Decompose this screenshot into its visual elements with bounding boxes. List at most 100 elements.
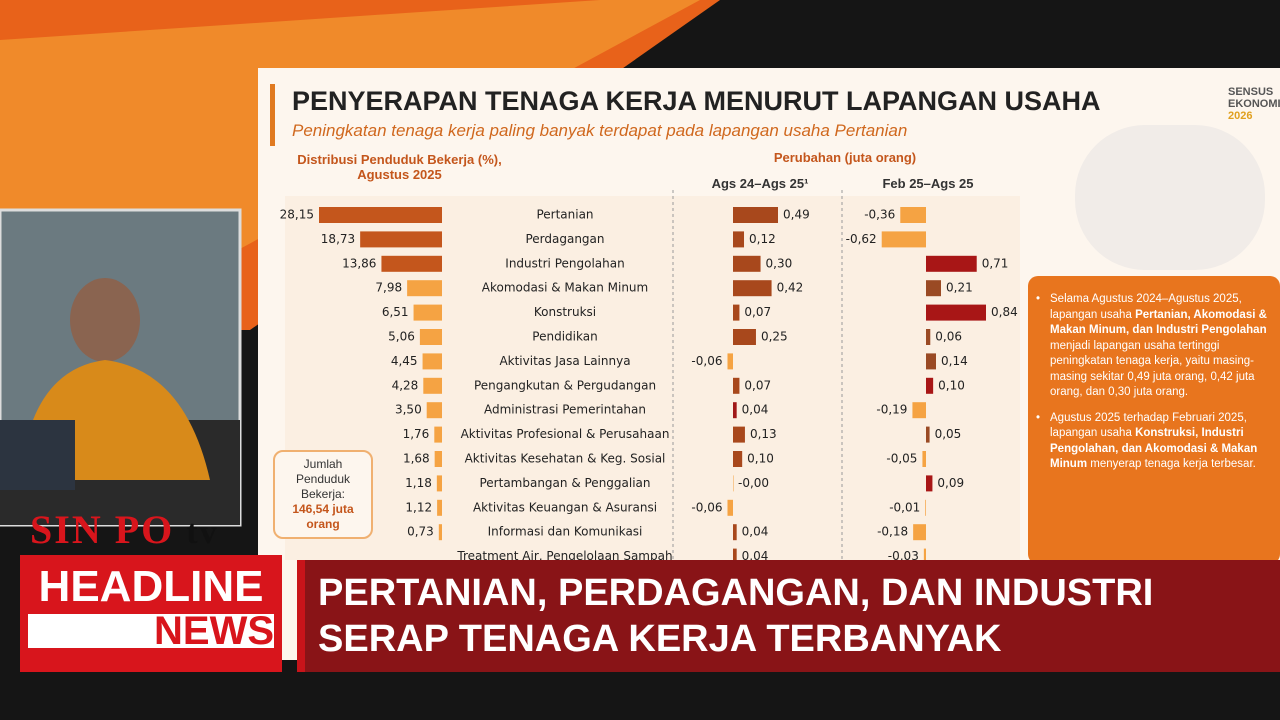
bar xyxy=(733,255,761,272)
category-label: Informasi dan Komunikasi xyxy=(488,525,643,539)
bar xyxy=(727,499,733,516)
value-label: 6,51 xyxy=(382,305,409,319)
value-label: 1,68 xyxy=(403,452,430,466)
total-box: Jumlah Penduduk Bekerja: 146,54 juta orang xyxy=(273,450,373,539)
value-label: -0,18 xyxy=(877,525,908,539)
value-label: -0,06 xyxy=(691,500,722,514)
bar xyxy=(733,426,745,443)
value-label: 13,86 xyxy=(342,256,376,270)
bar xyxy=(926,377,934,394)
value-label: -0,05 xyxy=(886,452,917,466)
value-label: -0,36 xyxy=(864,208,895,222)
bar xyxy=(923,548,926,565)
bar xyxy=(733,231,745,248)
value-label: 0,10 xyxy=(938,378,965,392)
bar xyxy=(913,524,926,541)
value-label: 0,21 xyxy=(946,281,973,295)
value-label: 7,98 xyxy=(375,281,402,295)
bar xyxy=(413,304,442,321)
bar xyxy=(407,280,442,297)
bar xyxy=(926,280,941,297)
value-label: 0,06 xyxy=(935,330,962,344)
category-label: Administrasi Pemerintahan xyxy=(484,403,646,417)
headline-bar xyxy=(297,560,1280,672)
value-label: -0,01 xyxy=(889,500,920,514)
value-label: 0,30 xyxy=(766,256,793,270)
value-label: 0,42 xyxy=(777,281,804,295)
total-line: Bekerja: xyxy=(300,487,346,501)
category-label: Treatment Air, Pengelolaan Sampah xyxy=(456,549,672,563)
total-line: Penduduk xyxy=(295,472,351,486)
value-label: 0,71 xyxy=(982,256,1009,270)
value-label: 0,07 xyxy=(744,378,771,392)
bar xyxy=(881,231,926,248)
value-label: 0,12 xyxy=(749,232,776,246)
total-line: 146,54 juta xyxy=(292,502,354,516)
slide-subtitle: Peningkatan tenaga kerja paling banyak t… xyxy=(292,121,908,140)
channel-name: SIN PO xyxy=(30,507,175,552)
chart-title: Feb 25–Ags 25 xyxy=(882,176,974,191)
category-label: Pertanian xyxy=(536,208,593,222)
bar xyxy=(733,280,772,297)
value-label: 4,45 xyxy=(391,354,418,368)
category-label: Akomodasi & Makan Minum xyxy=(482,281,648,295)
value-label: 0,05 xyxy=(935,427,962,441)
value-label: 0,73 xyxy=(407,525,434,539)
bar xyxy=(434,451,442,467)
bar xyxy=(733,524,737,541)
bullet: • Agustus 2025 terhadap Februari 2025, la… xyxy=(1036,411,1274,473)
logo-text: SENSUS xyxy=(1228,86,1274,98)
bar xyxy=(926,255,977,272)
bar xyxy=(436,475,442,492)
bar xyxy=(419,329,442,345)
category-label: Pendidikan xyxy=(532,330,597,344)
bar xyxy=(423,377,442,394)
channel-suffix: tv xyxy=(186,514,219,551)
bullet-text: Selama Agustus 2024–Agustus 2025, lapang… xyxy=(1050,293,1242,321)
value-label: 1,76 xyxy=(403,427,430,441)
bar xyxy=(426,402,442,419)
bar xyxy=(922,451,926,467)
value-label: 28,15 xyxy=(280,208,314,222)
head xyxy=(70,278,140,362)
bullet-dot: • xyxy=(1036,411,1041,424)
bar xyxy=(437,499,442,516)
value-label: 0,13 xyxy=(750,427,777,441)
bullet: • Selama Agustus 2024–Agustus 2025, lapan… xyxy=(1036,292,1274,401)
headline: PERTANIAN, PERDAGANGAN, DAN INDUSTRI SERA… xyxy=(318,570,1153,662)
info-panel xyxy=(1028,276,1280,564)
category-label: Pertambangan & Penggalian xyxy=(479,476,650,490)
bar xyxy=(422,353,442,370)
value-label: 0,07 xyxy=(744,305,771,319)
value-label: 0,04 xyxy=(742,549,769,563)
category-label: Aktivitas Profesional & Perusahaan xyxy=(461,427,670,441)
value-label: 0,14 xyxy=(941,354,968,368)
badge-line: NEWS xyxy=(154,609,274,653)
value-label: 1,12 xyxy=(405,500,432,514)
total-line: orang xyxy=(306,517,340,531)
change-header: Perubahan (juta orang) xyxy=(773,150,917,165)
total-line: Jumlah xyxy=(303,457,343,471)
bar xyxy=(926,353,936,370)
bullet-dot: • xyxy=(1036,293,1041,305)
logo-text: EKONOMI xyxy=(1228,98,1280,110)
bar xyxy=(900,207,926,223)
bar xyxy=(926,329,931,345)
value-label: 0,04 xyxy=(742,403,769,417)
value-label: -0,62 xyxy=(846,232,877,246)
category-label: Perdagangan xyxy=(525,232,604,246)
headline-line: PERTANIAN, PERDAGANGAN, DAN INDUSTRI xyxy=(318,572,1154,614)
chart-title: Ags 24–Ags 25¹ xyxy=(711,176,809,191)
value-label: 18,73 xyxy=(321,232,355,246)
badge-line: HEADLINE xyxy=(38,562,264,611)
category-label: Pengangkutan & Pergudangan xyxy=(474,378,656,392)
value-label: -0,06 xyxy=(691,354,722,368)
value-label: 0,49 xyxy=(783,208,810,222)
bar xyxy=(381,255,442,272)
bar xyxy=(926,304,986,321)
bar xyxy=(733,475,734,492)
headline-line: SERAP TENAGA KERJA TERBANYAK xyxy=(318,618,1002,660)
value-label: -0,19 xyxy=(876,403,907,417)
category-label: Aktivitas Jasa Lainnya xyxy=(499,354,630,368)
